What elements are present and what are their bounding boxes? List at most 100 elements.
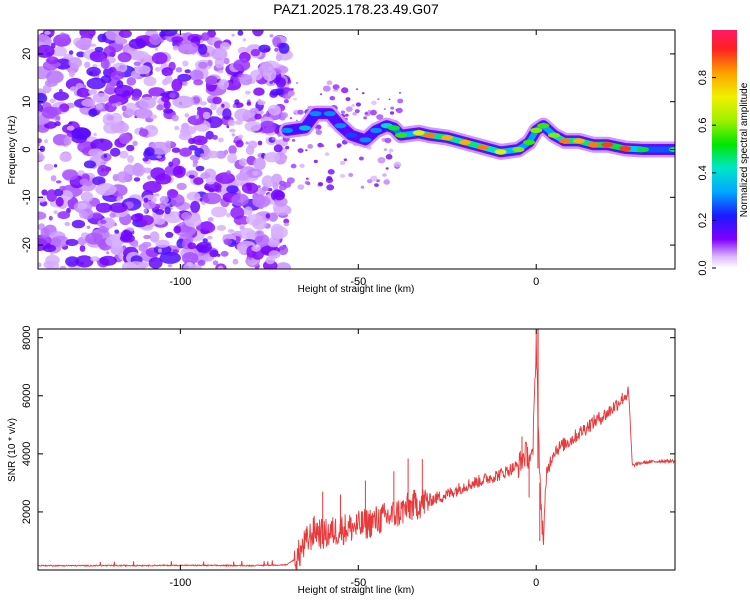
spectral-speckle	[209, 249, 219, 258]
spectral-speckle	[396, 107, 403, 114]
spectral-speckle	[345, 106, 353, 112]
spectral-speckle	[195, 165, 205, 172]
spectral-speckle	[355, 102, 361, 107]
spectral-speckle	[57, 211, 70, 220]
spectral-speckle	[175, 67, 183, 73]
spectral-speckle	[119, 64, 125, 70]
spectral-speckle	[273, 190, 286, 201]
spectral-speckle	[38, 111, 42, 117]
spectral-speckle	[65, 238, 79, 247]
spectral-speckle	[261, 175, 274, 188]
ridge-peak	[334, 123, 347, 129]
spectral-speckle	[336, 87, 339, 90]
spectral-speckle	[116, 171, 130, 183]
spectral-speckle	[205, 176, 216, 185]
spectral-speckle	[295, 119, 298, 122]
spectral-speckle	[59, 185, 66, 191]
spectral-speckle	[341, 87, 349, 94]
spectral-speckle	[110, 112, 123, 124]
spectral-speckle	[77, 202, 88, 210]
spectral-speckle	[254, 113, 262, 120]
spectral-speckle	[208, 150, 219, 159]
spectral-speckle	[218, 137, 224, 143]
spectral-speckle	[126, 144, 135, 152]
spectral-speckle	[55, 115, 61, 121]
spectral-speckle	[369, 109, 377, 116]
spectral-speckle	[231, 193, 249, 207]
snr-frame	[37, 328, 676, 571]
spectral-speckle	[100, 75, 112, 84]
spectral-speckle	[246, 230, 258, 240]
spectral-speckle	[43, 260, 54, 269]
spectral-speckle	[220, 250, 229, 257]
spectral-speckle	[207, 235, 213, 240]
spectral-speckle	[193, 177, 204, 185]
spectral-speckle	[85, 232, 104, 245]
spectral-speckle	[46, 189, 57, 202]
x-tick-label: -100	[169, 577, 191, 589]
spectral-speckle	[360, 185, 365, 189]
spectral-speckle	[142, 167, 153, 174]
spectral-speckle	[38, 142, 41, 147]
spectral-speckle	[287, 90, 296, 97]
spectral-speckle	[161, 67, 173, 77]
spectral-speckle	[222, 108, 232, 120]
spectral-speckle	[118, 133, 131, 145]
spectrogram-marks	[38, 30, 675, 269]
spectral-speckle	[385, 178, 389, 181]
spectral-speckle	[75, 82, 84, 90]
spectral-speckle	[60, 190, 73, 201]
spectral-speckle	[117, 52, 132, 63]
spectral-speckle	[119, 233, 135, 243]
spectral-speckle	[232, 104, 237, 108]
spectral-speckle	[315, 129, 322, 135]
spectral-speckle	[389, 111, 395, 115]
ridge-peak	[359, 137, 372, 143]
spectral-speckle	[76, 51, 86, 58]
spectral-speckle	[199, 101, 207, 106]
spectral-speckle	[207, 217, 214, 222]
spectral-speckle	[71, 127, 91, 140]
spectral-speckle	[99, 255, 117, 266]
spectral-speckle	[226, 170, 231, 176]
ridge-peak	[619, 145, 632, 152]
spectral-speckle	[38, 262, 42, 268]
spectral-speckle	[221, 103, 225, 108]
spectral-speckle	[147, 175, 152, 180]
spectral-speckle	[270, 223, 284, 236]
spectral-speckle	[245, 90, 251, 95]
spectral-speckle	[104, 101, 117, 113]
spectral-speckle	[313, 159, 318, 164]
spectral-speckle	[51, 42, 56, 49]
y-tick-label: 4000	[21, 442, 33, 466]
spectral-speckle	[383, 179, 391, 185]
spectral-speckle	[88, 148, 104, 157]
spectral-speckle	[49, 98, 56, 104]
spectral-speckle	[156, 104, 164, 111]
spectral-speckle	[324, 152, 330, 156]
spectral-speckle	[188, 145, 198, 151]
spectral-speckle	[241, 182, 259, 194]
spectral-speckle	[55, 196, 64, 207]
spectral-speckle	[111, 103, 117, 107]
spectral-speckle	[55, 180, 62, 184]
spectral-speckle	[210, 103, 217, 111]
spectral-speckle	[273, 144, 283, 153]
spectral-speckle	[214, 57, 225, 69]
spectral-speckle	[202, 192, 222, 205]
spectral-speckle	[181, 252, 199, 265]
spectral-speckle	[110, 121, 129, 134]
spectral-speckle	[237, 30, 244, 36]
spectral-speckle	[383, 108, 387, 110]
spectral-speckle	[252, 218, 267, 230]
spectral-speckle	[55, 58, 72, 70]
spectral-speckle	[249, 69, 263, 81]
spectral-speckle	[182, 80, 188, 87]
spectral-speckle	[223, 238, 233, 246]
spectral-speckle	[376, 179, 380, 183]
spectral-speckle	[202, 238, 208, 243]
spectral-speckle	[187, 242, 197, 250]
spectral-speckle	[332, 84, 340, 90]
spectral-speckle	[176, 182, 187, 191]
